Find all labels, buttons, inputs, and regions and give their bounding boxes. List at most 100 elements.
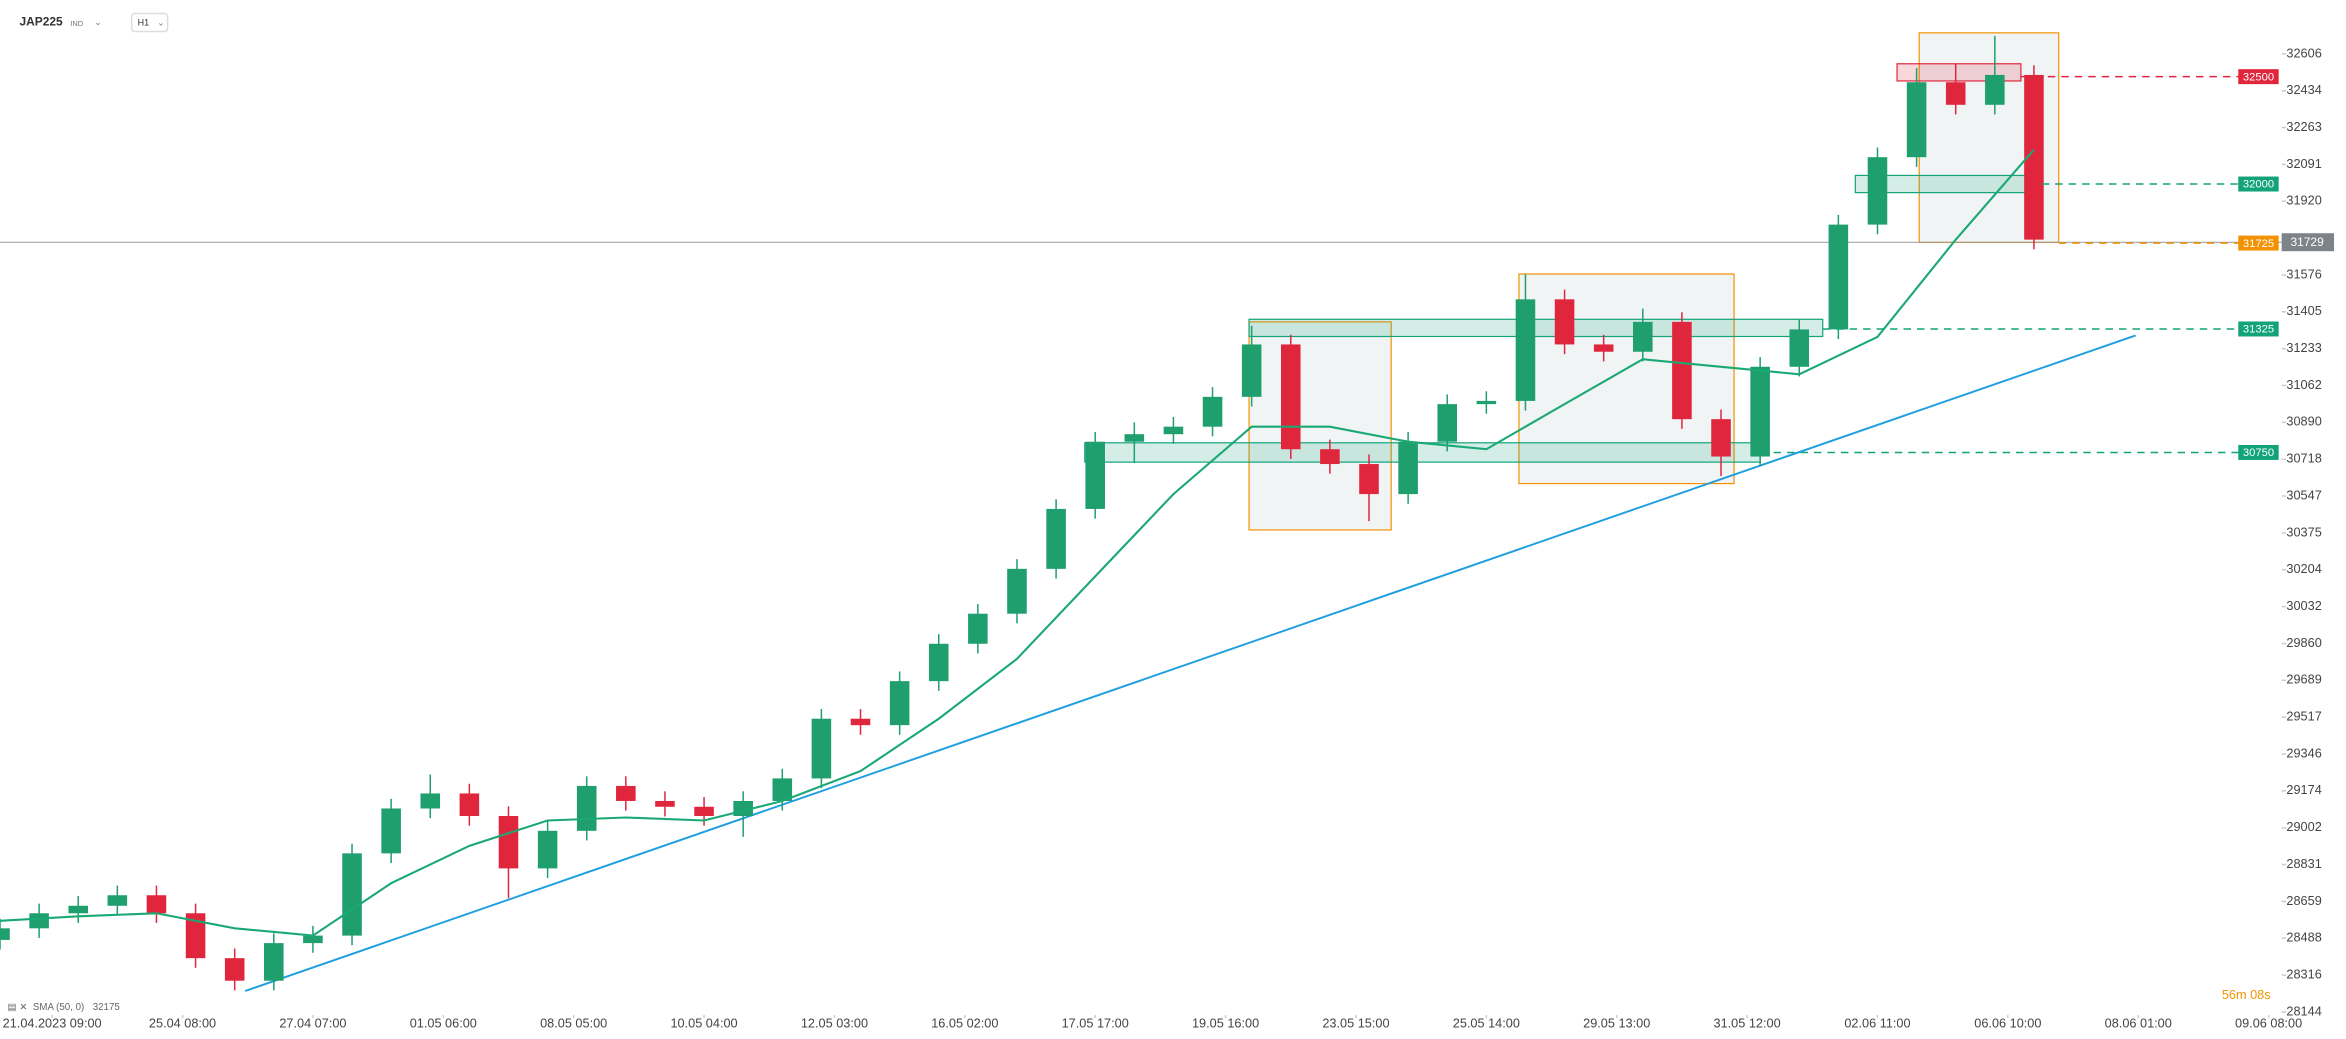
candle-body	[1593, 344, 1614, 352]
candle-body	[0, 928, 10, 940]
level-tag	[2238, 321, 2279, 337]
candle-body	[1320, 449, 1340, 465]
candle-body	[1437, 404, 1458, 442]
x-tick-label: 01.05 06:00	[410, 1015, 477, 1030]
level-label: 32500	[2243, 71, 2274, 83]
y-tick-label: 32434	[2286, 82, 2321, 97]
candle-body	[1163, 426, 1184, 435]
candle-body	[616, 785, 636, 801]
candle-body	[889, 681, 910, 726]
x-tick-label: 23.05 15:00	[1322, 1015, 1389, 1030]
y-tick-label: 32263	[2286, 119, 2321, 134]
y-tick-label: 32606	[2286, 45, 2321, 60]
candle-body	[1985, 74, 2005, 105]
candle-body	[1398, 441, 1418, 495]
x-tick-label: 29.05 13:00	[1583, 1015, 1650, 1030]
price-zone	[1248, 318, 1824, 338]
candle-body	[264, 943, 284, 981]
sma-legend-value: 32175	[93, 1002, 120, 1013]
y-tick-label: 29689	[2286, 672, 2321, 687]
y-tick-label: 30204	[2286, 561, 2321, 576]
candle-body	[1750, 366, 1770, 457]
level-label: 30750	[2243, 447, 2274, 459]
level-label: 32000	[2243, 179, 2274, 191]
y-tick-label: 30375	[2286, 524, 2321, 539]
candle-body	[1906, 82, 1927, 158]
candle-body	[928, 643, 949, 682]
y-tick-label: 30718	[2286, 451, 2321, 466]
y-tick-label: 28144	[2286, 1003, 2321, 1018]
candle-body	[655, 800, 675, 807]
y-tick-label: 30547	[2286, 487, 2321, 502]
level-tag	[2238, 176, 2279, 192]
y-tick-label: 28316	[2286, 966, 2321, 981]
candle-body	[459, 793, 480, 816]
candle-body	[1515, 299, 1536, 401]
candle-body	[342, 853, 362, 936]
candle-body	[146, 895, 167, 914]
symbol-dropdown[interactable]: ⌄	[94, 17, 102, 27]
level-label: 31725	[2243, 238, 2274, 250]
x-tick-label: 21.04.2023 09:00	[3, 1015, 102, 1030]
candle-body	[772, 778, 793, 801]
candle-body	[1241, 344, 1262, 397]
x-tick-label: 19.05 16:00	[1192, 1015, 1259, 1030]
x-tick-label: 12.05 03:00	[801, 1015, 868, 1030]
y-tick-label: 29002	[2286, 819, 2321, 834]
y-tick-label: 28659	[2286, 893, 2321, 908]
y-tick-label: 29346	[2286, 745, 2321, 760]
level-tag	[2238, 444, 2279, 460]
candle-body	[381, 808, 401, 854]
x-tick-label: 25.04 08:00	[149, 1015, 216, 1030]
candle-body	[68, 905, 89, 914]
candle-body	[107, 895, 128, 906]
timeframe[interactable]: H1	[138, 18, 149, 28]
timeframe-button[interactable]	[130, 12, 169, 33]
candle-body	[303, 935, 323, 944]
candle-body	[185, 913, 206, 959]
legend-icons[interactable]: ▤ ✕	[7, 1002, 27, 1013]
x-tick-label: 27.04 07:00	[279, 1015, 346, 1030]
candle-body	[1085, 441, 1105, 509]
x-tick-label: 16.05 02:00	[931, 1015, 998, 1030]
current-price-tag	[2281, 233, 2335, 252]
candle-body	[850, 718, 871, 726]
current-price-label: 31729	[2290, 235, 2324, 249]
candle-body	[1124, 434, 1145, 442]
sma-line	[0, 148, 2035, 937]
y-tick-label: 32091	[2286, 156, 2321, 171]
y-tick-label: 30890	[2286, 414, 2321, 429]
x-tick-label: 31.05 12:00	[1714, 1015, 1781, 1030]
candle-body	[1945, 82, 1966, 105]
candle-body	[2024, 74, 2044, 240]
symbol[interactable]: JAP225	[19, 15, 63, 29]
candle-body	[420, 793, 441, 809]
candle-body	[29, 913, 49, 929]
level-tag	[2238, 235, 2279, 251]
candle-body	[1672, 321, 1692, 420]
x-tick-label: 25.05 14:00	[1453, 1015, 1520, 1030]
x-tick-label: 02.06 11:00	[1844, 1015, 1910, 1030]
y-tick-label: 28488	[2286, 930, 2321, 945]
level-tag	[2238, 69, 2279, 85]
sma-legend: SMA (50, 0)	[33, 1002, 84, 1013]
y-tick-label: 29174	[2286, 782, 2321, 797]
market: IND	[70, 19, 83, 28]
candle-body	[968, 613, 988, 644]
level-label: 31325	[2243, 324, 2274, 336]
candle-body	[1202, 396, 1223, 427]
candle-body	[1554, 299, 1575, 345]
candle-body	[576, 785, 597, 831]
y-tick-label: 31576	[2286, 266, 2321, 281]
y-tick-label: 31062	[2286, 377, 2321, 392]
candle-body	[1046, 508, 1066, 569]
candle-body	[224, 958, 245, 981]
x-tick-label: 06.06 10:00	[1974, 1015, 2041, 1030]
candle-body	[1476, 400, 1497, 405]
candle-body	[1280, 344, 1301, 450]
y-tick-label: 31920	[2286, 193, 2321, 208]
candle-body	[498, 815, 519, 869]
candle-body	[1711, 419, 1731, 457]
x-tick-label: 17.05 17:00	[1062, 1015, 1129, 1030]
